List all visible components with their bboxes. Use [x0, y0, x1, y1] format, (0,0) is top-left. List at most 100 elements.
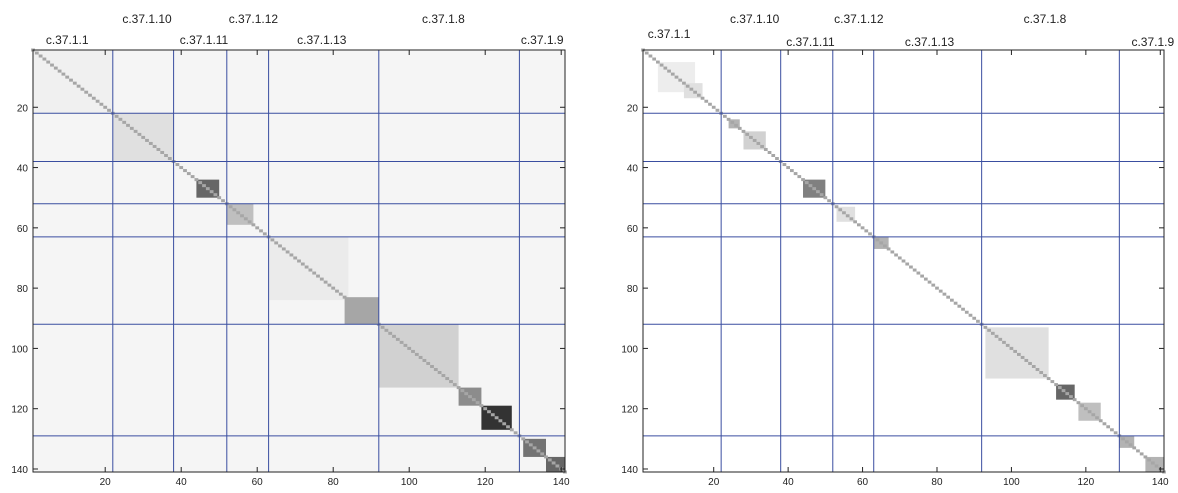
- x-tick-label: 120: [477, 477, 494, 488]
- diagonal-cell: [715, 108, 720, 112]
- diagonal-cell: [236, 211, 241, 215]
- y-tick-label: 140: [621, 465, 638, 476]
- diagonal-cell: [741, 129, 746, 133]
- diagonal-cell: [285, 250, 290, 254]
- diagonal-cell: [38, 54, 43, 58]
- diagonal-cell: [213, 193, 218, 197]
- diagonal-cell: [145, 138, 149, 142]
- diagonal-cell: [816, 190, 820, 194]
- diagonal-cell: [685, 84, 690, 88]
- diagonal-cell: [198, 181, 203, 185]
- diagonal-cell: [656, 60, 660, 64]
- x-tick-label: 60: [857, 477, 869, 488]
- diagonal-cell: [1091, 413, 1096, 417]
- diagonal-cell: [160, 150, 165, 154]
- diagonal-cell: [834, 205, 839, 209]
- cluster-label: c.37.1.12: [229, 12, 279, 26]
- diagonal-cell: [129, 126, 134, 130]
- diagonal-cell: [1150, 461, 1155, 465]
- diagonal-cell: [513, 431, 518, 435]
- diagonal-cell: [927, 280, 932, 284]
- diagonal-cell: [819, 193, 824, 197]
- diagonal-cell: [838, 208, 843, 212]
- diagonal-cell: [422, 358, 427, 362]
- diagonal-cell: [696, 93, 701, 97]
- diagonal-cell: [1024, 358, 1029, 362]
- diagonal-cell: [107, 108, 111, 112]
- diagonal-cell: [494, 416, 499, 420]
- cluster-label: c.37.1.10: [730, 12, 780, 26]
- diagonal-cell: [175, 163, 180, 167]
- diagonal-cell: [1095, 416, 1099, 420]
- diagonal-cell: [251, 223, 256, 227]
- diagonal-cell: [964, 310, 969, 314]
- axes-frame: [32, 49, 566, 473]
- diagonal-cell: [183, 169, 187, 173]
- diagonal-cell: [449, 380, 453, 384]
- diagonal-cell: [953, 301, 958, 305]
- diagonal-cell: [521, 437, 526, 441]
- diagonal-cell: [1043, 374, 1047, 378]
- diagonal-cell: [1069, 395, 1073, 399]
- diagonal-cell: [69, 78, 73, 82]
- diagonal-cell: [1124, 440, 1129, 444]
- diagonal-cell: [1076, 401, 1081, 405]
- diagonal-cell: [767, 150, 772, 154]
- diagonal-cell: [1017, 352, 1021, 356]
- diagonal-cell: [923, 277, 928, 281]
- diagonal-cell: [289, 253, 294, 257]
- diagonal-cell: [745, 132, 750, 136]
- y-tick-label: 20: [17, 103, 29, 114]
- y-tick-label: 80: [17, 284, 29, 295]
- diagonal-cell: [890, 250, 895, 254]
- y-tick-label: 120: [11, 405, 28, 416]
- diagonal-cell: [1009, 346, 1014, 350]
- cluster-label: c.37.1.11: [180, 33, 229, 47]
- diagonal-cell: [255, 226, 260, 230]
- diagonal-cell: [1028, 361, 1032, 365]
- diagonal-cell: [452, 383, 457, 387]
- x-tick-label: 40: [783, 477, 795, 488]
- diagonal-cell: [502, 422, 507, 426]
- diagonal-cell: [312, 271, 317, 275]
- diagonal-cell: [1106, 425, 1111, 429]
- diagonal-cell: [247, 220, 252, 224]
- diagonal-cell: [437, 371, 442, 375]
- diagonal-cell: [752, 138, 757, 142]
- diagonal-cell: [464, 392, 469, 396]
- diagonal-cell: [228, 205, 233, 209]
- x-tick-label: 80: [931, 477, 943, 488]
- diagonal-cell: [726, 117, 731, 121]
- diagonal-cell: [920, 274, 924, 278]
- diagonal-cell: [380, 325, 385, 329]
- diagonal-cell: [335, 289, 339, 293]
- diagonal-cell: [99, 102, 104, 106]
- diagonal-cell: [737, 126, 742, 130]
- diagonal-cell: [84, 90, 89, 94]
- y-tick-label: 40: [17, 164, 29, 175]
- diagonal-cell: [471, 398, 476, 402]
- diagonal-cell: [1139, 452, 1144, 456]
- diagonal-cell: [648, 54, 653, 58]
- diagonal-cell: [644, 51, 649, 55]
- diagonal-cell: [475, 401, 480, 405]
- diagonal-cell: [133, 129, 138, 133]
- diagonal-cell: [1002, 340, 1006, 344]
- diagonal-cell: [483, 407, 488, 411]
- diagonal-cell: [886, 247, 891, 251]
- diagonal-cell: [782, 163, 787, 167]
- diagonal-cell: [91, 96, 96, 100]
- diagonal-cell: [968, 313, 973, 317]
- diagonal-cell: [730, 120, 735, 124]
- diagonal-cell: [990, 331, 995, 335]
- diagonal-cell: [1098, 419, 1103, 423]
- diagonal-cell: [528, 443, 533, 447]
- diagonal-cell: [1065, 392, 1070, 396]
- diagonal-cell: [403, 343, 408, 347]
- diagonal-cell: [1035, 368, 1040, 372]
- diagonal-cell: [667, 69, 671, 73]
- diagonal-cell: [976, 319, 980, 323]
- diagonal-cell: [540, 452, 545, 456]
- diagonal-cell: [555, 464, 560, 468]
